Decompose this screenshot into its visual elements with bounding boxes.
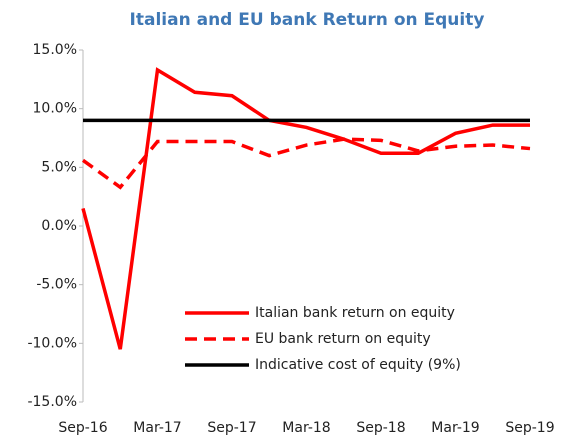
x-tick-label: Mar-19 [431, 420, 479, 436]
y-tick-label: 10.0% [33, 101, 77, 117]
x-tick-label: Sep-16 [58, 420, 107, 436]
y-tick-label: 15.0% [33, 42, 77, 58]
y-tick-label: 5.0% [41, 159, 77, 175]
x-tick-label: Mar-17 [133, 420, 181, 436]
y-tick-label: -10.0% [27, 335, 77, 351]
y-tick-label: -15.0% [27, 394, 77, 410]
legend-label: Indicative cost of equity (9%) [255, 357, 461, 373]
x-tick-label: Sep-18 [356, 420, 405, 436]
series-line [81, 137, 531, 190]
legend-label: Italian bank return on equity [255, 305, 455, 321]
x-tick-label: Sep-19 [505, 420, 554, 436]
x-tick-label: Sep-17 [207, 420, 256, 436]
chart-title: Italian and EU bank Return on Equity [130, 10, 485, 30]
x-tick-label: Mar-18 [282, 420, 330, 436]
y-tick-label: 0.0% [41, 218, 77, 234]
legend-label: EU bank return on equity [255, 331, 431, 347]
y-tick-label: -5.0% [36, 277, 77, 293]
series-line [81, 67, 530, 350]
